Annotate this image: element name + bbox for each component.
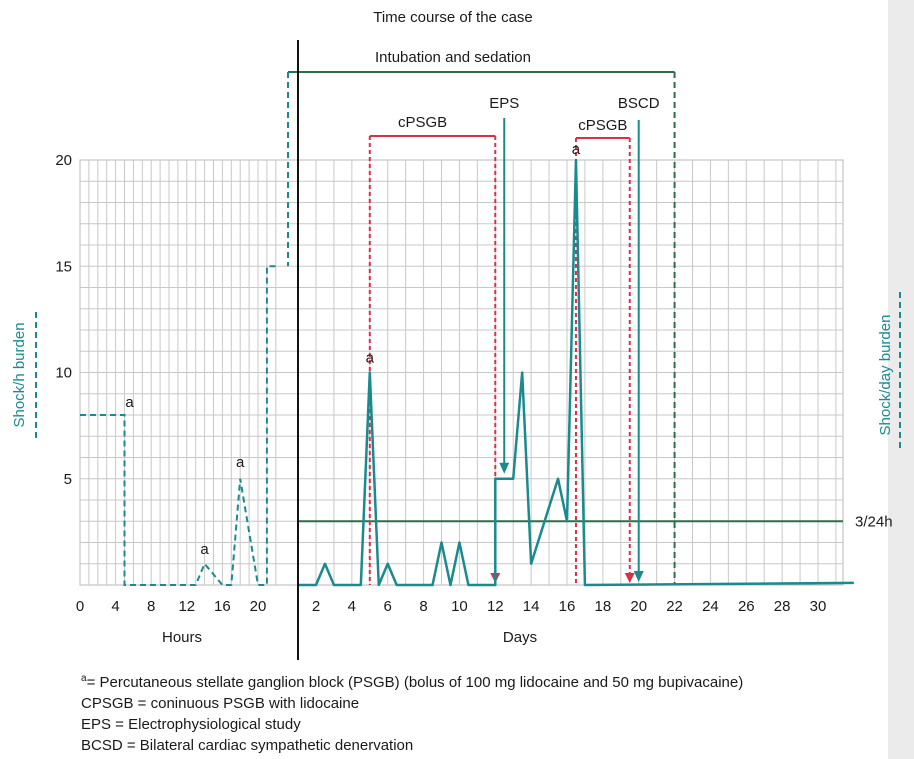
y-axis-label-left: Shock/h burden <box>11 322 28 427</box>
right-margin-strip <box>888 0 914 759</box>
x-tick-label: 26 <box>738 598 755 615</box>
annotation-a: a <box>125 394 134 411</box>
x-tick-label: 14 <box>523 598 540 615</box>
x-tick-label: 28 <box>774 598 791 615</box>
y-tick-label: 15 <box>55 258 72 275</box>
x-axis-label-hours: Hours <box>162 629 202 646</box>
x-tick-label: 6 <box>384 598 392 615</box>
footnote-pstgb: a= Percutaneous stellate ganglion block … <box>81 670 743 692</box>
event-arrow-head <box>633 571 644 582</box>
x-tick-label: 20 <box>250 598 267 615</box>
annotation-a: a <box>200 541 209 558</box>
event-label: BSCD <box>618 95 660 112</box>
y-tick-label: 20 <box>55 152 72 169</box>
x-tick-label: 22 <box>666 598 683 615</box>
cpsgb-label: cPSGB <box>578 117 627 134</box>
x-tick-label: 18 <box>595 598 612 615</box>
x-tick-label: 4 <box>111 598 119 615</box>
x-tick-label: 20 <box>630 598 647 615</box>
x-tick-label: 2 <box>312 598 320 615</box>
x-tick-label: 0 <box>76 598 84 615</box>
annotation-a: a <box>572 141 581 158</box>
footnote-pstgb-text: = Percutaneous stellate ganglion block (… <box>86 674 744 691</box>
reference-line-label: 3/24h <box>855 513 893 530</box>
annotation-a: a <box>366 350 375 367</box>
event-label: EPS <box>489 95 519 112</box>
x-tick-label: 30 <box>810 598 827 615</box>
y-axis-label-right: Shock/day burden <box>877 315 894 436</box>
x-tick-label: 16 <box>214 598 231 615</box>
time-course-chart: Time course of the case 5 10 15 20 0 4 8 12 16 20 2… <box>11 9 901 660</box>
cpsgb-end-arrow <box>624 573 635 583</box>
y-tick-label: 5 <box>64 471 72 488</box>
x-tick-label: 12 <box>178 598 195 615</box>
chart-title: Time course of the case <box>373 9 533 26</box>
footnote-bcsd: BCSD = Bilateral cardiac sympathetic den… <box>81 737 414 754</box>
footnote-eps: EPS = Electrophysiological study <box>81 716 301 733</box>
x-tick-label: 8 <box>147 598 155 615</box>
series-line-shock-per-hour <box>80 265 276 586</box>
x-tick-label: 8 <box>419 598 427 615</box>
cpsgb-label: cPSGB <box>398 114 447 131</box>
series-line-shock-per-day <box>298 158 854 587</box>
y-tick-label: 10 <box>55 365 72 382</box>
x-tick-label: 24 <box>702 598 719 615</box>
x-tick-label: 4 <box>348 598 356 615</box>
x-axis-label-days: Days <box>503 629 537 646</box>
x-tick-label: 12 <box>487 598 504 615</box>
footnote-superscript: a <box>81 673 87 684</box>
event-arrow-head <box>499 462 510 474</box>
footnote-cpsgb: CPSGB = coninuous PSGB with lidocaine <box>81 695 360 712</box>
intubation-label: Intubation and sedation <box>375 49 531 66</box>
annotation-a: a <box>236 454 245 471</box>
x-tick-label: 16 <box>559 598 576 615</box>
x-tick-label: 10 <box>451 598 468 615</box>
